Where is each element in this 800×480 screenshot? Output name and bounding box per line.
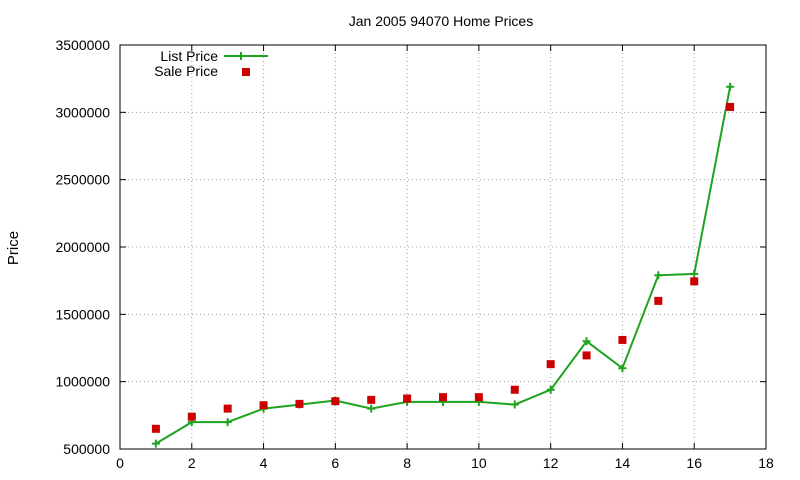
- legend-marker-sale-price: [242, 68, 250, 76]
- list-price-point: [367, 404, 376, 413]
- sale-price-point: [223, 404, 232, 413]
- sale-price-point: [367, 395, 376, 404]
- y-axis-label: Price: [5, 231, 22, 265]
- list-price-point: [510, 400, 519, 409]
- x-tick-label: 0: [116, 455, 124, 471]
- grid-lines: [120, 45, 766, 449]
- x-tick-label: 6: [331, 455, 339, 471]
- list-price-point: [546, 385, 555, 394]
- sale-price-point: [439, 393, 447, 402]
- sale-price-point: [510, 385, 519, 394]
- list-price-point: [582, 337, 591, 346]
- legend: List Price Sale Price: [154, 48, 268, 79]
- sale-price-point: [403, 394, 412, 403]
- y-tick-label: 2500000: [55, 172, 110, 188]
- plot-series: [151, 82, 735, 448]
- sale-price-point: [474, 393, 483, 402]
- legend-label-sale-price: Sale Price: [154, 63, 218, 79]
- x-tick-label: 10: [471, 455, 487, 471]
- x-tick-label: 8: [403, 455, 411, 471]
- y-tick-label: 500000: [63, 441, 110, 457]
- sale-price-point: [331, 397, 340, 406]
- x-tick-label: 4: [260, 455, 268, 471]
- sale-price-point: [726, 102, 735, 111]
- list-price-point: [223, 418, 232, 427]
- sale-price-point: [582, 351, 591, 360]
- y-tick-label: 1500000: [55, 306, 110, 322]
- list-price-point: [618, 364, 627, 373]
- list-price-point: [151, 439, 160, 448]
- x-tick-label: 16: [686, 455, 702, 471]
- plot-frame: [119, 44, 767, 450]
- list-price-point: [726, 82, 735, 91]
- list-price-line: [155, 86, 732, 445]
- x-tick-label: 18: [758, 455, 774, 471]
- legend-marker-list-price: [237, 52, 245, 60]
- sale-price-point: [295, 399, 304, 408]
- sale-price-point: [151, 424, 160, 433]
- x-tick-label: 2: [188, 455, 196, 471]
- list-price-point: [690, 269, 699, 278]
- y-tick-label: 1000000: [55, 374, 110, 390]
- sale-price-point: [259, 401, 268, 410]
- list-price-point: [654, 271, 663, 280]
- sale-price-point: [618, 335, 627, 344]
- axis-ticks: 500000 1000000 1500000 2000000 2500000 300000…: [55, 37, 774, 471]
- sale-price-point: [690, 277, 699, 286]
- x-tick-label: 14: [615, 455, 631, 471]
- y-tick-label: 3500000: [55, 37, 110, 53]
- y-tick-label: 3000000: [55, 104, 110, 120]
- sale-price-point: [654, 296, 663, 305]
- x-tick-label: 12: [543, 455, 559, 471]
- legend-label-list-price: List Price: [160, 48, 218, 64]
- sale-price-point: [546, 360, 555, 369]
- sale-price-point: [187, 412, 196, 421]
- y-tick-label: 2000000: [55, 239, 110, 255]
- chart-title: Jan 2005 94070 Home Prices: [349, 13, 533, 29]
